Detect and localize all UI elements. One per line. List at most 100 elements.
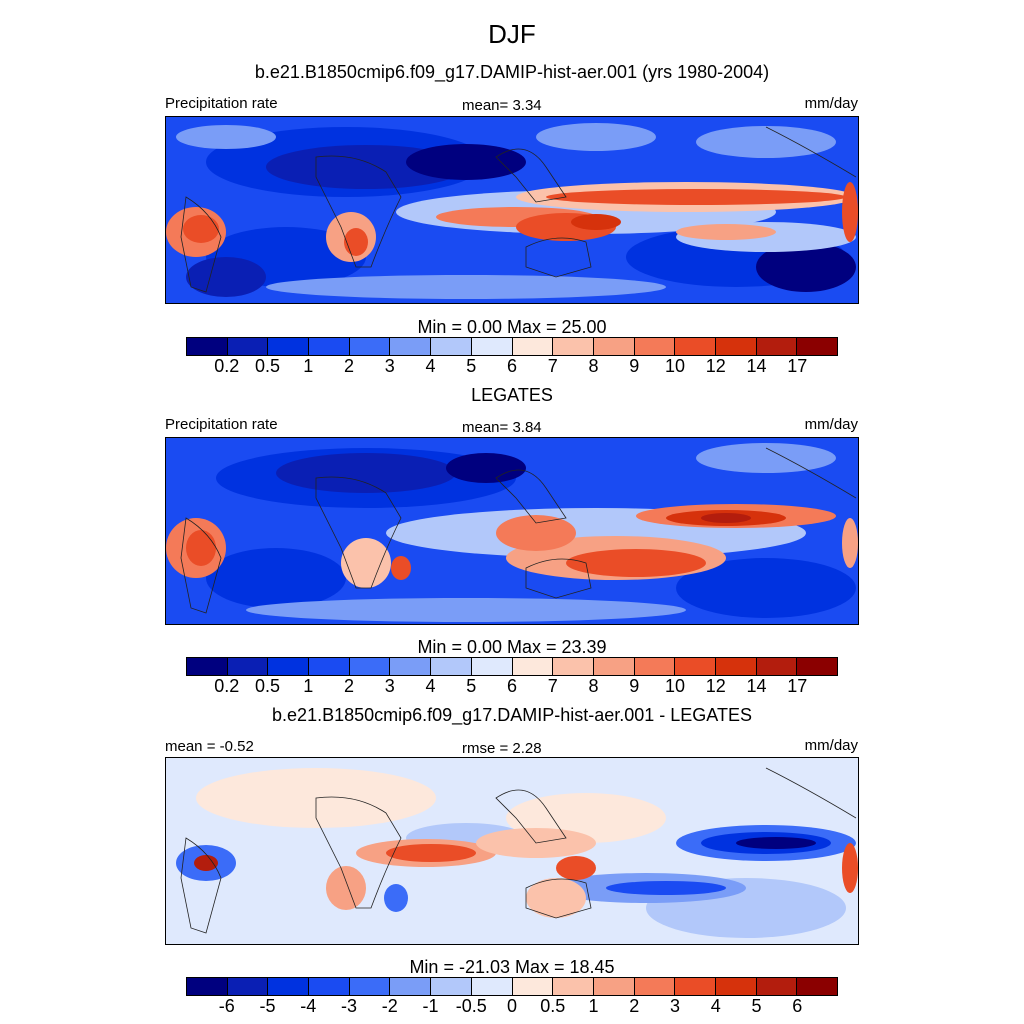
colorbar-swatch	[593, 658, 635, 675]
colorbar-tick-label: 6	[792, 996, 803, 1016]
colorbar-tick-label: 2	[343, 676, 354, 696]
colorbar-tick-label: 7	[547, 676, 558, 696]
colorbar-swatch	[349, 338, 391, 355]
colorbar-tick-label: 0.5	[254, 676, 281, 696]
colorbar-swatch	[756, 338, 798, 355]
season-title: DJF	[488, 19, 536, 49]
colorbar-tick-label: 6	[506, 356, 517, 376]
panel2-map	[165, 437, 859, 625]
colorbar-swatch	[553, 338, 594, 355]
colorbar-swatch	[309, 338, 350, 355]
colorbar-swatch	[471, 658, 513, 675]
colorbar-swatch	[309, 978, 350, 995]
colorbar-tick-label: 6	[506, 676, 517, 696]
colorbar-swatch	[471, 338, 513, 355]
colorbar-swatch	[431, 338, 472, 355]
colorbar-swatch	[512, 658, 554, 675]
colorbar-swatch	[471, 978, 513, 995]
colorbar-swatch	[553, 978, 594, 995]
panel1-minmax: Min = 0.00 Max = 25.00	[417, 317, 607, 337]
colorbar-swatch	[187, 338, 228, 355]
colorbar-tick-label: 10	[664, 676, 686, 696]
colorbar-swatch	[431, 658, 472, 675]
panel2-left-label: Precipitation rate	[165, 416, 278, 433]
colorbar-tick-label: 14	[746, 356, 767, 376]
colorbar-swatch	[634, 338, 676, 355]
colorbar-tick-label: 1	[303, 676, 314, 696]
colorbar-swatch	[675, 338, 716, 355]
colorbar-tick-label: 5	[466, 676, 477, 696]
colorbar-tick-label: 0.2	[214, 356, 240, 376]
colorbar-tick-label: -0.5	[455, 996, 487, 1016]
colorbar-swatch	[797, 978, 837, 995]
panel3-right-label: mm/day	[804, 737, 858, 754]
colorbar-swatch	[268, 658, 310, 675]
colorbar-swatch	[634, 978, 676, 995]
colorbar-tick-label: -2	[381, 996, 398, 1016]
colorbar-tick-label: -3	[340, 996, 357, 1016]
colorbar-tick-label: 4	[425, 676, 436, 696]
colorbar-swatch	[187, 658, 228, 675]
panel3-minmax: Min = -21.03 Max = 18.45	[409, 957, 615, 977]
colorbar-tick-label: 17	[787, 676, 808, 696]
colorbar-tick-label: 10	[664, 356, 686, 376]
colorbar-tick-label: -5	[259, 996, 276, 1016]
colorbar-tick-label: 8	[588, 676, 599, 696]
colorbar-tick-label: 1	[588, 996, 599, 1016]
colorbar-tick-label: 1	[303, 356, 314, 376]
colorbar-tick-label: -6	[218, 996, 235, 1016]
colorbar-tick-label: -1	[422, 996, 439, 1016]
panel3-colorbar	[186, 977, 838, 996]
colorbar-swatch	[227, 658, 269, 675]
colorbar-swatch	[593, 338, 635, 355]
panel3-case-title: b.e21.B1850cmip6.f09_g17.DAMIP-hist-aer.…	[272, 705, 752, 725]
colorbar-tick-label: 5	[466, 356, 477, 376]
colorbar-tick-label: 12	[705, 356, 726, 376]
colorbar-tick-label: 9	[629, 676, 640, 696]
colorbar-swatch	[512, 338, 554, 355]
colorbar-tick-label: 4	[710, 996, 721, 1016]
panel2-case-title: LEGATES	[471, 385, 553, 405]
colorbar-swatch	[756, 978, 798, 995]
colorbar-tick-label: 3	[669, 996, 680, 1016]
colorbar-tick-label: 0.2	[214, 676, 240, 696]
panel2-right-label: mm/day	[804, 416, 858, 433]
panel3-map	[165, 757, 859, 945]
colorbar-swatch	[390, 338, 432, 355]
panel1-center-label: mean= 3.34	[462, 97, 542, 114]
panel2-minmax: Min = 0.00 Max = 23.39	[417, 637, 607, 657]
colorbar-tick-label: 5	[751, 996, 762, 1016]
colorbar-swatch	[756, 658, 798, 675]
colorbar-tick-label: 3	[384, 356, 395, 376]
colorbar-swatch	[675, 658, 716, 675]
colorbar-swatch	[268, 978, 310, 995]
colorbar-swatch	[675, 978, 716, 995]
panel1-left-label: Precipitation rate	[165, 95, 278, 112]
colorbar-tick-label: 14	[746, 676, 767, 696]
colorbar-swatch	[390, 978, 432, 995]
colorbar-tick-label: 2	[629, 996, 640, 1016]
colorbar-swatch	[634, 658, 676, 675]
colorbar-swatch	[797, 658, 837, 675]
colorbar-swatch	[593, 978, 635, 995]
panel3-center-label: rmse = 2.28	[462, 740, 542, 757]
colorbar-tick-label: 0.5	[540, 996, 566, 1016]
colorbar-tick-label: 4	[425, 356, 436, 376]
colorbar-swatch	[268, 338, 310, 355]
panel1-map	[165, 116, 859, 304]
panel1-colorbar	[186, 337, 838, 356]
panel1-right-label: mm/day	[804, 95, 858, 112]
panel3-left-label: mean = -0.52	[165, 738, 254, 755]
colorbar-swatch	[227, 338, 269, 355]
colorbar-swatch	[553, 658, 594, 675]
colorbar-tick-label: 8	[588, 356, 599, 376]
colorbar-swatch	[512, 978, 554, 995]
panel3-ticks: -6 -5 -4 -3 -2 -1 -0.5 0 0.5 1 2 3 4 5 6	[0, 996, 1024, 1020]
colorbar-swatch	[797, 338, 837, 355]
colorbar-swatch	[349, 658, 391, 675]
colorbar-swatch	[715, 338, 757, 355]
colorbar-tick-label: 0.5	[254, 356, 281, 376]
colorbar-swatch	[715, 658, 757, 675]
colorbar-swatch	[390, 658, 432, 675]
panel2-colorbar	[186, 657, 838, 676]
